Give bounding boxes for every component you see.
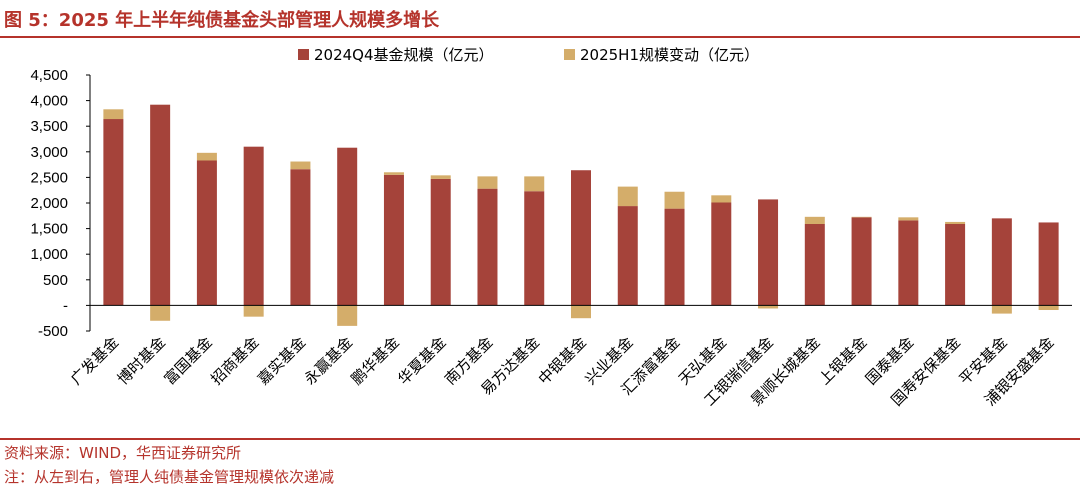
- y-tick-label: -500: [38, 323, 68, 340]
- legend-swatch-2025h1: [564, 49, 575, 60]
- x-category-label: 上银基金: [815, 333, 870, 388]
- bar-2024q4: [851, 217, 872, 306]
- y-tick-label: 1,000: [30, 246, 68, 263]
- x-category-label: 永赢基金: [301, 333, 356, 388]
- bar-2025h1-change: [477, 176, 498, 189]
- bar-2025h1-change: [290, 161, 311, 170]
- bar-2024q4: [383, 174, 404, 306]
- bar-2024q4: [617, 206, 638, 306]
- bar-2024q4: [804, 223, 825, 306]
- bar-2024q4: [430, 178, 451, 306]
- bar-2025h1-change: [804, 216, 825, 224]
- bar-2024q4: [898, 220, 919, 306]
- bar-2025h1-change: [945, 221, 966, 224]
- bar-2025h1-change: [196, 152, 217, 161]
- bar-2024q4: [337, 147, 358, 306]
- y-tick-label: 1,500: [30, 221, 68, 238]
- y-tick-label: 2,500: [30, 169, 68, 186]
- bar-2024q4: [1038, 222, 1059, 306]
- legend-label-2024q4: 2024Q4基金规模（亿元）: [314, 46, 494, 64]
- bar-2025h1-change: [103, 109, 124, 120]
- y-tick-label: 4,500: [30, 67, 68, 84]
- bar-2025h1-change: [524, 176, 545, 192]
- y-tick-label: -: [63, 297, 68, 314]
- title-bar: 图 5：2025 年上半年纯债基金头部管理人规模多增长: [0, 0, 1080, 36]
- bar-2025h1-change: [711, 195, 732, 203]
- bar-2024q4: [758, 199, 779, 306]
- x-category-label: 广发基金: [67, 333, 122, 388]
- y-tick-label: 500: [43, 272, 68, 289]
- bar-2025h1-change: [664, 191, 685, 209]
- y-tick-label: 2,000: [30, 195, 68, 212]
- bar-2025h1-change: [851, 216, 872, 218]
- bar-2024q4: [991, 218, 1012, 306]
- bar-2024q4: [571, 170, 591, 306]
- bar-2025h1-change: [758, 305, 779, 309]
- bar-2025h1-change: [617, 186, 638, 207]
- x-category-label: 嘉实基金: [254, 333, 309, 388]
- bar-2024q4: [196, 160, 217, 306]
- bar-2024q4: [945, 223, 966, 306]
- bar-2024q4: [477, 188, 498, 306]
- bar-2025h1-change: [383, 172, 404, 175]
- bar-2025h1-change: [430, 175, 451, 179]
- bar-2024q4: [664, 208, 685, 306]
- bar-2025h1-change: [150, 305, 171, 321]
- bar-2024q4: [290, 169, 311, 306]
- top-rule: [0, 36, 1080, 38]
- x-category-label: 中银基金: [535, 333, 590, 388]
- bar-2025h1-change: [1038, 305, 1059, 311]
- y-tick-label: 3,000: [30, 144, 68, 161]
- x-category-label: 招商基金: [207, 333, 262, 388]
- bar-2024q4: [711, 202, 732, 306]
- y-tick-label: 3,500: [30, 118, 68, 135]
- bar-2025h1-change: [991, 305, 1012, 314]
- bar-2025h1-change: [571, 305, 591, 319]
- legend-label-2025h1: 2025H1规模变动（亿元）: [580, 46, 759, 64]
- order-note: 注：从左到右，管理人纯债基金管理规模依次递减: [4, 468, 335, 486]
- bar-2024q4: [103, 119, 124, 306]
- y-tick-label: 4,000: [30, 93, 68, 110]
- bar-2025h1-change: [337, 305, 358, 326]
- bar-2024q4: [524, 191, 545, 306]
- bar-2025h1-change: [898, 217, 919, 221]
- bottom-rule: [0, 438, 1080, 440]
- figure-title: 图 5：2025 年上半年纯债基金头部管理人规模多增长: [4, 10, 440, 31]
- bar-2024q4: [150, 104, 171, 306]
- bar-2025h1-change: [243, 305, 264, 317]
- stacked-bar-chart: -500-5001,0001,5002,0002,5003,0003,5004,…: [30, 46, 1072, 409]
- legend-swatch-2024q4: [298, 49, 309, 60]
- bar-2024q4: [243, 146, 264, 306]
- source-note: 资料来源：WIND，华西证券研究所: [4, 444, 242, 462]
- x-category-label: 华夏基金: [394, 333, 449, 388]
- x-category-label: 鹏华基金: [348, 333, 403, 388]
- x-category-label: 博时基金: [114, 333, 169, 388]
- x-category-label: 富国基金: [161, 333, 216, 388]
